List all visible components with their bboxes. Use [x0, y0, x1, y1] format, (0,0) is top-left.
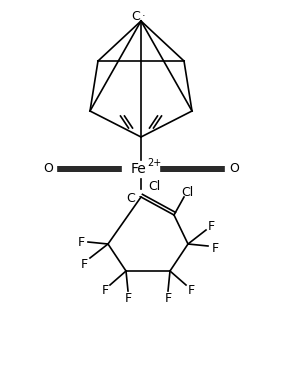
Text: O: O — [43, 163, 53, 175]
Text: O: O — [229, 163, 239, 175]
Text: Cl: Cl — [148, 180, 160, 193]
Text: C: C — [127, 191, 135, 205]
Text: F: F — [212, 241, 219, 255]
Text: F: F — [164, 293, 171, 305]
Text: C: C — [131, 11, 140, 23]
Text: F: F — [124, 293, 132, 305]
Text: F: F — [80, 257, 88, 271]
Text: ·: · — [142, 11, 146, 21]
Text: Cl: Cl — [181, 185, 193, 199]
Text: ·: · — [138, 192, 142, 202]
Text: F: F — [208, 219, 215, 232]
Text: Fe: Fe — [131, 162, 147, 176]
Text: F: F — [102, 285, 109, 298]
Text: F: F — [188, 285, 195, 298]
Text: 2+: 2+ — [147, 158, 161, 168]
Text: F: F — [78, 235, 85, 249]
